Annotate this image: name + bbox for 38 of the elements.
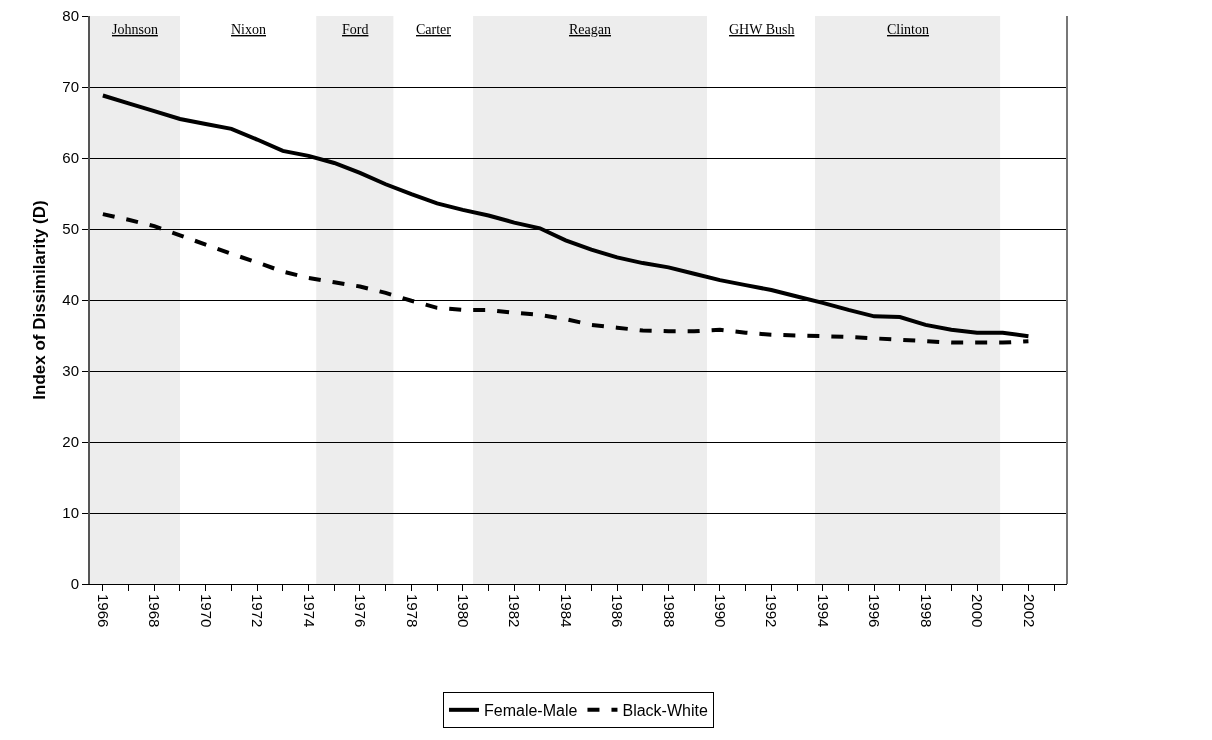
x-tick-label: 1984 [557, 594, 575, 628]
x-tick-label: 1998 [917, 594, 935, 628]
y-tick-label: 40 [62, 291, 79, 309]
x-tick-label: 1970 [197, 594, 215, 628]
x-tick-label: 1986 [609, 594, 627, 628]
y-tick-label: 60 [62, 149, 79, 167]
x-tick-label: 1966 [94, 594, 112, 628]
x-tick-label: 1976 [352, 594, 370, 628]
x-tick-label: 1972 [249, 594, 267, 628]
annotation: GHW Bush [729, 22, 795, 37]
x-tick-label: 2002 [1020, 594, 1038, 628]
y-tick-label: 70 [62, 78, 79, 96]
y-axis-title: Index of Dissimilarity (D) [30, 200, 49, 400]
x-tick-label: 2000 [969, 594, 987, 628]
x-tick-label: 1996 [866, 594, 884, 628]
band-label: Reagan [569, 22, 611, 37]
y-tick-label: 80 [62, 7, 79, 25]
x-tick-label: 1978 [403, 594, 421, 628]
band-label: Clinton [887, 22, 930, 37]
x-tick-label: 1968 [146, 594, 164, 628]
annotation: Carter [416, 22, 452, 37]
band-label: Johnson [112, 22, 158, 37]
annotation: Nixon [231, 22, 266, 37]
x-tick-label: 1982 [506, 594, 524, 628]
legend-label: Black-White [622, 702, 708, 720]
x-tick-label: 1990 [712, 594, 730, 628]
y-tick-label: 0 [70, 575, 79, 593]
x-tick-label: 1974 [300, 594, 318, 628]
y-tick-label: 50 [62, 220, 79, 238]
y-tick-label: 10 [62, 504, 79, 522]
y-tick-label: 30 [62, 362, 79, 380]
band-label: Ford [342, 22, 369, 37]
x-tick-label: 1992 [763, 594, 781, 628]
x-tick-label: 1980 [454, 594, 472, 628]
x-tick-label: 1988 [660, 594, 678, 628]
x-tick-label: 1994 [814, 594, 832, 628]
y-tick-label: 20 [62, 433, 79, 451]
legend-label: Female-Male [484, 702, 578, 720]
